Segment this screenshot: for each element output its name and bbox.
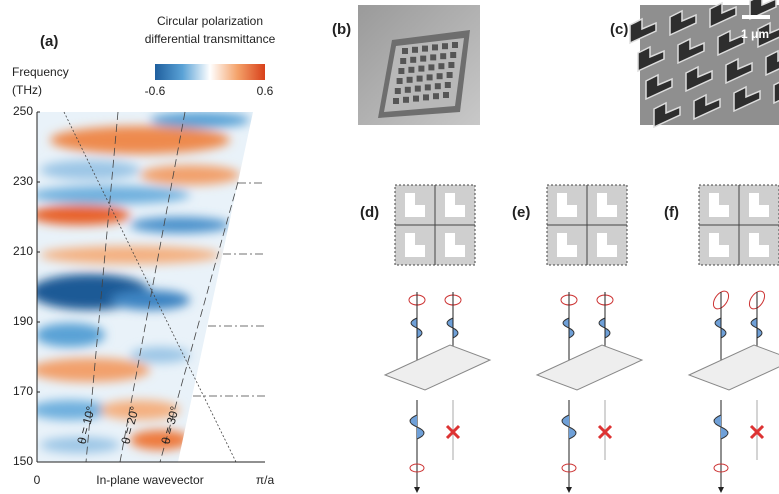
y-tick-label: 190 (13, 314, 33, 328)
hole (413, 96, 419, 102)
x-axis-start: 0 (34, 473, 41, 487)
heatmap (30, 112, 257, 462)
schematic (537, 185, 642, 490)
metasurface (385, 345, 490, 390)
sem-image (358, 5, 538, 125)
y-tick-label: 170 (13, 384, 33, 398)
hole (433, 93, 439, 99)
hole (395, 88, 401, 94)
hole (435, 83, 441, 89)
panel-label: (c) (610, 21, 628, 38)
hole (447, 72, 453, 78)
hole (397, 78, 403, 84)
hole (412, 47, 418, 53)
hole (400, 58, 406, 64)
hole (405, 87, 411, 93)
hole (403, 97, 409, 103)
wave (714, 415, 728, 439)
hole (432, 44, 438, 50)
hole (420, 56, 426, 62)
hole (445, 82, 451, 88)
y-tick-label: 230 (13, 174, 33, 188)
colorbar-title: Circular polarization (157, 14, 263, 28)
hole (430, 54, 436, 60)
hole (393, 98, 399, 104)
hole (442, 43, 448, 49)
sem-image (630, 0, 779, 127)
wave (410, 415, 424, 439)
hole (422, 46, 428, 52)
hole (410, 57, 416, 63)
hole (452, 42, 458, 48)
x-axis-label: In-plane wavevector (96, 473, 203, 487)
y-axis-label: Frequency (12, 65, 69, 79)
panel-label: (a) (40, 33, 58, 50)
hole (408, 67, 414, 73)
scale-bar-label: 1 μm (741, 27, 769, 41)
hole (415, 86, 421, 92)
figure: (a) Frequency (THz) Circular polarizatio… (0, 0, 779, 494)
hole (425, 84, 431, 90)
hole (407, 77, 413, 83)
hole (448, 62, 454, 68)
hole (428, 64, 434, 70)
hole (443, 92, 449, 98)
hole (417, 76, 423, 82)
hole (438, 63, 444, 69)
y-tick-label: 210 (13, 244, 33, 258)
schematic (689, 185, 779, 490)
wave (562, 415, 576, 439)
colorbar-tick: 0.6 (257, 84, 274, 98)
panel-label: (f) (664, 204, 679, 221)
y-tick-label: 250 (13, 104, 33, 118)
colorbar-title: differential transmittance (145, 32, 276, 46)
y-axis-label: (THz) (12, 83, 42, 97)
metasurface (689, 345, 779, 390)
metasurface (537, 345, 642, 390)
hole (427, 74, 433, 80)
panel-label: (d) (360, 204, 379, 221)
hole (450, 52, 456, 58)
hole (398, 68, 404, 74)
colorbar-tick: -0.6 (145, 84, 166, 98)
y-tick-label: 150 (13, 454, 33, 468)
panel-label: (e) (512, 204, 530, 221)
colorbar (155, 64, 265, 80)
hole (440, 53, 446, 59)
panel-label: (b) (332, 21, 351, 38)
hole (418, 66, 424, 72)
hole (423, 94, 429, 100)
hole (402, 48, 408, 54)
scale-bar-label: 100 μm (506, 25, 547, 39)
hole (437, 73, 443, 79)
schematic (385, 185, 490, 490)
x-axis-end: π/a (256, 473, 275, 487)
